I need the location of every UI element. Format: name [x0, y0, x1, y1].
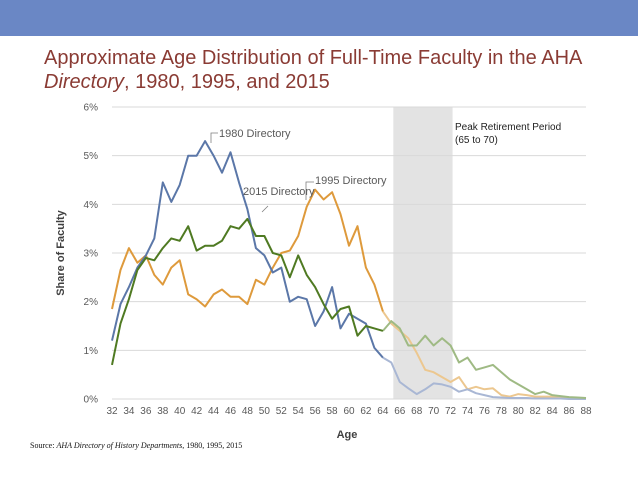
x-tick-label: 68 [411, 406, 423, 417]
y-tick-label: 6% [84, 103, 99, 114]
x-tick-label: 70 [428, 406, 440, 417]
x-tick-label: 86 [564, 406, 576, 417]
series-line-2015-late [382, 320, 587, 399]
x-tick-label: 56 [310, 406, 322, 417]
y-tick-label: 0% [84, 395, 99, 406]
y-tick-label: 1% [84, 346, 99, 357]
x-tick-label: 82 [530, 406, 542, 417]
series-line-1995 [111, 188, 384, 312]
y-tick-label: 2% [84, 297, 99, 308]
x-tick-label: 74 [462, 406, 474, 417]
slide-title: Approximate Age Distribution of Full-Tim… [44, 46, 624, 94]
x-tick-label: 62 [360, 406, 372, 417]
y-tick-label: 4% [84, 200, 99, 211]
x-tick-label: 48 [242, 406, 254, 417]
source-years: , 1980, 1995, 2015 [182, 441, 243, 450]
x-tick-label: 58 [327, 406, 339, 417]
y-tick-label: 3% [84, 249, 99, 260]
x-tick-label: 38 [157, 406, 169, 417]
x-tick-label: 40 [174, 406, 186, 417]
series-line-1995-late [382, 310, 587, 400]
source-label: Source: [30, 441, 55, 450]
series-line-1980-late [382, 356, 586, 400]
x-tick-label: 78 [496, 406, 508, 417]
callout-1995-leader [305, 181, 314, 200]
x-tick-label: 80 [513, 406, 525, 417]
top-banner [0, 0, 638, 36]
y-axis-title: Share of Faculty [55, 209, 67, 295]
source-note: Source: AHA Directory of History Departm… [30, 441, 242, 450]
series-label-1995: 1995 Directory [315, 175, 387, 187]
x-tick-label: 34 [123, 406, 135, 417]
series-line-1980 [111, 140, 384, 359]
x-tick-label: 32 [106, 406, 118, 417]
x-tick-label: 76 [479, 406, 491, 417]
x-tick-label: 54 [293, 406, 305, 417]
x-tick-label: 50 [259, 406, 271, 417]
series-label-1980: 1980 Directory [219, 128, 291, 140]
x-tick-label: 44 [208, 406, 220, 417]
x-tick-label: 42 [191, 406, 203, 417]
x-tick-label: 52 [276, 406, 288, 417]
x-tick-label: 36 [140, 406, 152, 417]
callout-2015-leader [261, 205, 269, 213]
series-label-2015: 2015 Directory [243, 186, 315, 198]
series-line-2015 [111, 217, 384, 366]
title-years: , 1980, 1995, and 2015 [124, 71, 330, 93]
title-italic: Directory [44, 71, 125, 93]
callout-1980-leader [210, 132, 218, 143]
peak-retirement-label: Peak Retirement Period [455, 122, 561, 133]
x-tick-label: 66 [394, 406, 406, 417]
x-tick-label: 88 [580, 406, 592, 417]
x-tick-label: 64 [377, 406, 389, 417]
source-title: AHA Directory of History Departments [56, 441, 183, 450]
x-tick-label: 46 [225, 406, 237, 417]
title-text: Approximate Age Distribution of Full-Tim… [44, 47, 583, 69]
x-axis-title: Age [337, 429, 358, 441]
y-tick-label: 5% [84, 151, 99, 162]
x-tick-label: 84 [547, 406, 559, 417]
x-tick-label: 60 [343, 406, 355, 417]
x-tick-label: 72 [445, 406, 457, 417]
peak-retirement-range: (65 to 70) [455, 135, 498, 146]
